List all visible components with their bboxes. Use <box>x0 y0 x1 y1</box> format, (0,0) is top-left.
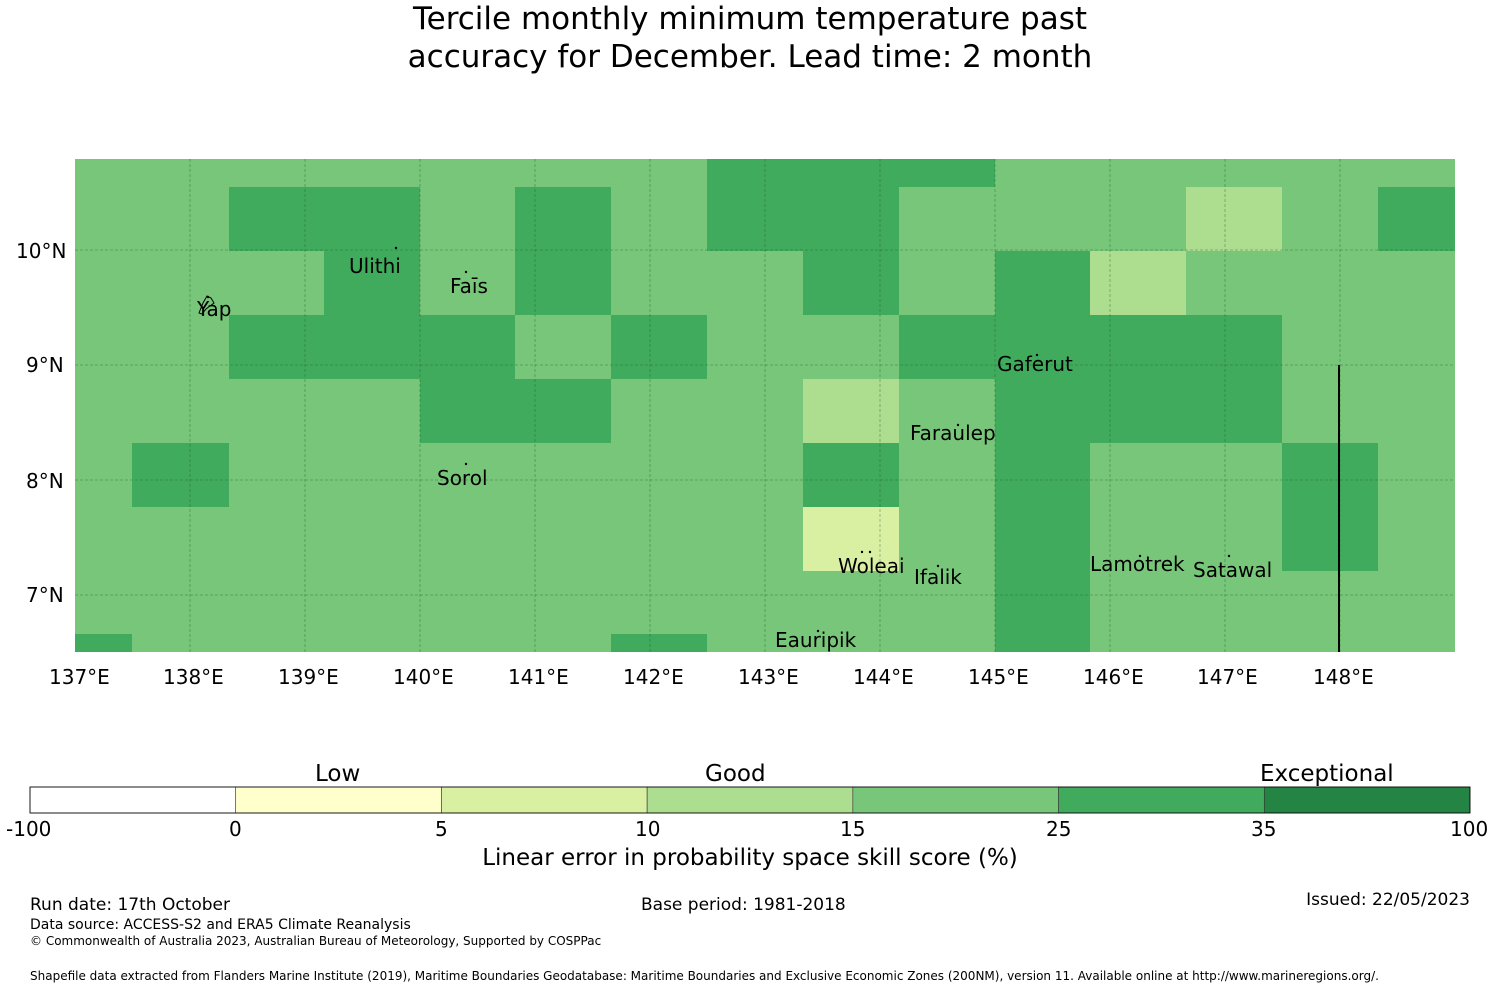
lat-tick-label: 8°N <box>26 469 64 493</box>
lon-tick-label: 141°E <box>508 665 569 689</box>
colorbar-title: Linear error in probability space skill … <box>482 845 1018 871</box>
lat-tick-label: 9°N <box>26 353 64 377</box>
place-label-ifalik: Ifalik <box>914 565 962 589</box>
colorbar-tick-label: 25 <box>1046 817 1072 841</box>
skill-cell <box>995 251 1090 652</box>
skill-cell <box>229 187 420 251</box>
colorbar-tick-label: 5 <box>435 817 448 841</box>
skill-cell <box>611 634 707 652</box>
issued-date: Issued: 22/05/2023 <box>1306 890 1470 910</box>
skill-cell <box>707 159 995 187</box>
skill-cell <box>803 251 899 315</box>
map-title-line-1: Tercile monthly minimum temperature past <box>412 1 1088 37</box>
lat-tick-label: 7°N <box>26 583 64 607</box>
colorbar-segment <box>441 786 648 814</box>
map-title: Tercile monthly minimum temperature past… <box>0 0 1500 76</box>
place-label-gaferut: Gaferut <box>997 352 1073 376</box>
colorbar-tick-label: 15 <box>840 817 866 841</box>
skill-cell <box>1090 315 1282 443</box>
run-date: Run date: 17th October <box>30 895 230 915</box>
island-markers <box>198 246 1231 633</box>
island-marker <box>1138 554 1142 558</box>
island-marker <box>1035 353 1039 357</box>
yap-island-outline <box>198 295 215 315</box>
place-label-woleai: Woleai <box>838 554 905 578</box>
place-label-lamotrek: Lamotrek <box>1090 552 1185 576</box>
lon-tick-label: 138°E <box>163 665 224 689</box>
skill-cell <box>420 379 611 443</box>
skill-cell <box>803 443 899 507</box>
skill-grid <box>75 159 1455 652</box>
island-marker <box>394 246 398 250</box>
colorbar-frame <box>29 786 1471 814</box>
colorbar-category-good: Good <box>705 761 766 787</box>
lon-tick-label: 148°E <box>1313 665 1374 689</box>
lon-tick-label: 145°E <box>968 665 1029 689</box>
place-label-sorol: Sorol <box>437 466 488 490</box>
base-period: Base period: 1981-2018 <box>641 895 846 915</box>
colorbar-tick-label: 10 <box>635 817 661 841</box>
lon-tick-label: 143°E <box>738 665 799 689</box>
skill-cell <box>707 187 899 251</box>
skill-cell <box>899 315 995 379</box>
skill-cell <box>324 251 420 315</box>
colorbar-segment <box>29 786 237 814</box>
lon-tick-label: 140°E <box>393 665 454 689</box>
skill-cell <box>132 443 229 507</box>
island-marker <box>1227 554 1231 558</box>
colorbar-tick-label: 35 <box>1251 817 1277 841</box>
colorbar-segment <box>852 786 1059 814</box>
place-label-eauripik: Eauripik <box>775 628 857 652</box>
skill-cell <box>1282 443 1378 571</box>
lon-tick-label: 137°E <box>49 665 110 689</box>
island-marker <box>956 423 960 427</box>
colorbar-segment <box>235 786 442 814</box>
skill-cell <box>515 187 611 315</box>
lat-tick-label: 10°N <box>16 239 67 263</box>
island-marker <box>464 462 468 466</box>
colorbar <box>29 786 1471 814</box>
skill-cell <box>803 379 899 443</box>
colorbar-tick-label: -100 <box>6 817 52 841</box>
colorbar-category-exceptional: Exceptional <box>1260 761 1394 787</box>
skill-cell <box>1090 251 1186 315</box>
skill-cell <box>75 634 132 652</box>
skill-cell <box>611 315 707 379</box>
place-label-satawal: Satawal <box>1193 558 1273 582</box>
lon-tick-label: 139°E <box>278 665 339 689</box>
data-source: Data source: ACCESS-S2 and ERA5 Climate … <box>30 917 411 933</box>
island-marker <box>936 564 940 568</box>
colorbar-tick-label: 100 <box>1450 817 1489 841</box>
skill-cell <box>229 315 515 379</box>
lon-tick-label: 142°E <box>623 665 684 689</box>
lon-tick-label: 144°E <box>853 665 914 689</box>
lon-tick-label: 146°E <box>1083 665 1144 689</box>
skill-cell <box>1186 187 1282 251</box>
shapefile-credit: Shapefile data extracted from Flanders M… <box>30 969 1379 983</box>
island-marker <box>464 270 468 274</box>
island-marker <box>816 629 820 633</box>
colorbar-category-low: Low <box>315 761 361 787</box>
copyright: © Commonwealth of Australia 2023, Austra… <box>30 934 602 948</box>
island-marker <box>868 550 872 554</box>
lon-tick-label: 147°E <box>1197 665 1258 689</box>
map-title-line-2: accuracy for December. Lead time: 2 mont… <box>407 39 1093 75</box>
place-label-yap: Yap <box>197 297 232 321</box>
skill-cell <box>1378 187 1455 251</box>
place-label-fais: Faīs <box>450 274 488 298</box>
island-marker <box>860 550 864 554</box>
place-label-faraulep: Faraulep <box>910 421 996 445</box>
colorbar-segment <box>1263 786 1471 814</box>
colorbar-tick-label: 0 <box>229 817 242 841</box>
place-label-ulithi: Ulithi <box>349 254 401 278</box>
colorbar-segment <box>1058 786 1265 814</box>
colorbar-segment <box>646 786 854 814</box>
graticule <box>75 159 1455 652</box>
skill-cell <box>803 507 899 571</box>
